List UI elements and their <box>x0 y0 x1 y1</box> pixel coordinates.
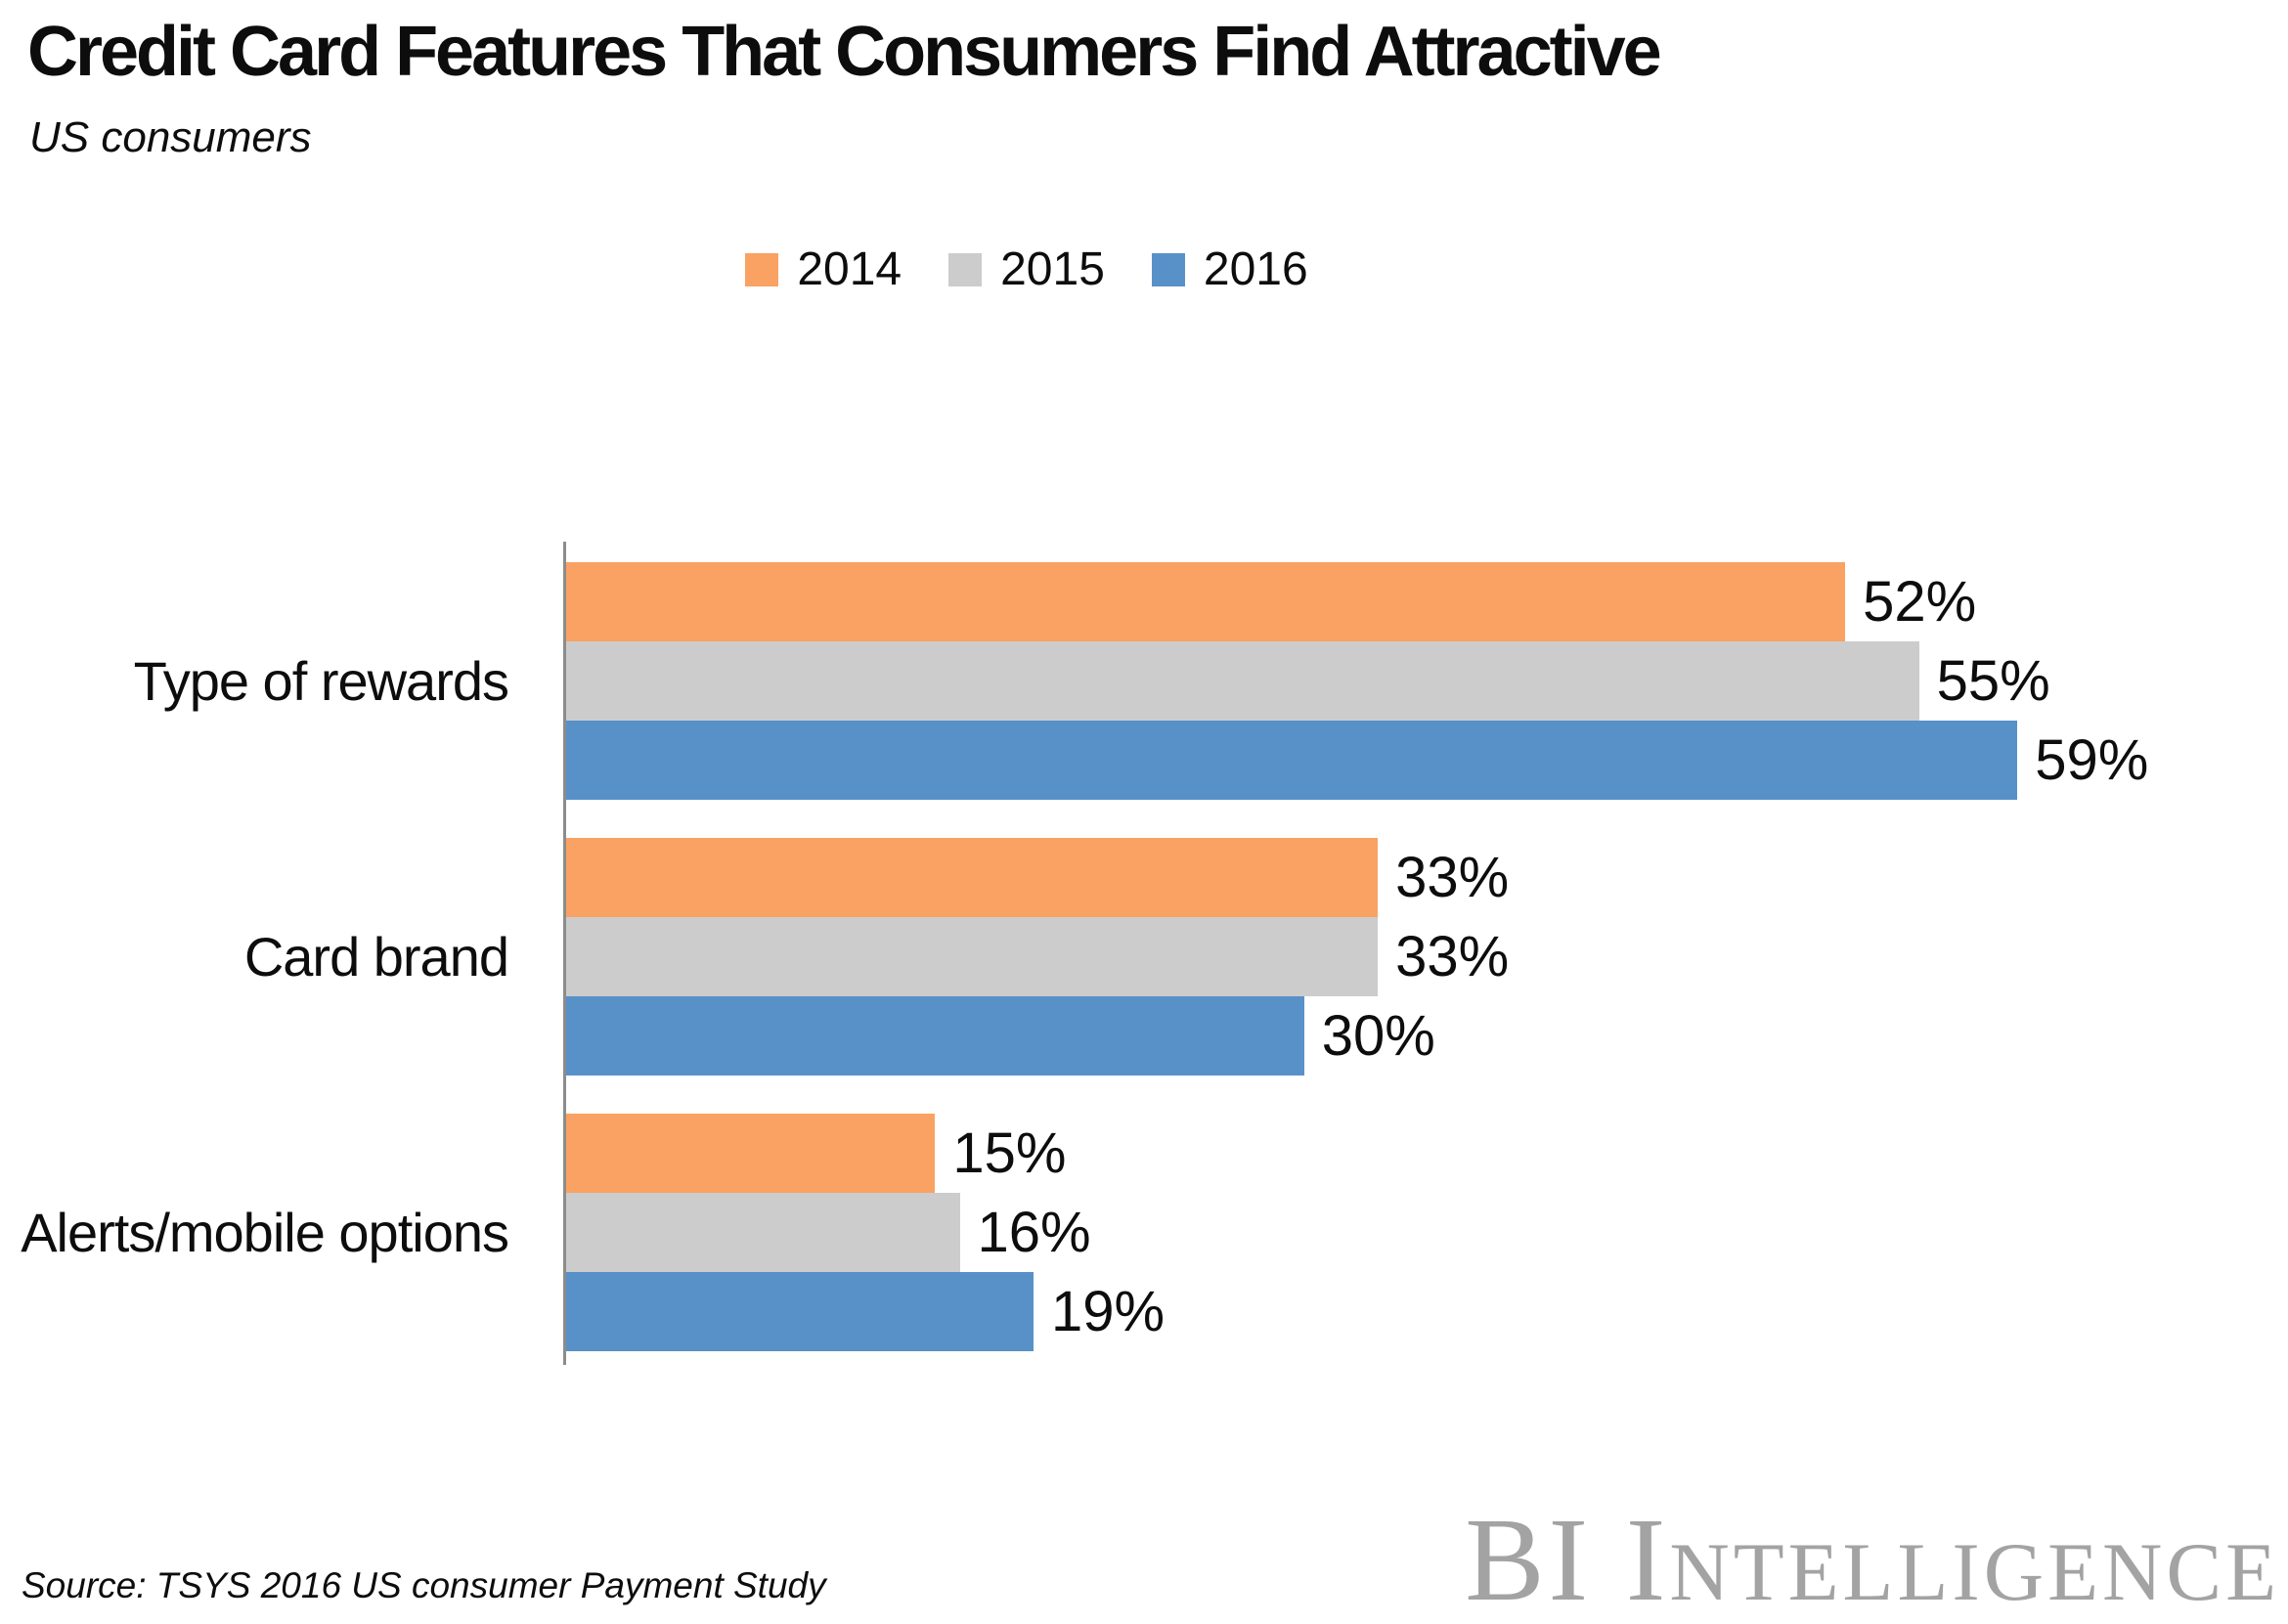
chart-group-type-of-rewards: Type of rewards 52% 55% 59% <box>0 562 2288 800</box>
bar-value-label-2014-card-brand: 33% <box>1395 845 1510 909</box>
bar-2015-card-brand <box>566 917 1379 996</box>
bar-stack-card-brand: 33% 33% 30% <box>563 838 2288 1075</box>
bar-value-label-2014-type-of-rewards: 52% <box>1863 569 1977 634</box>
chart-title: Credit Card Features That Consumers Find… <box>27 13 1662 91</box>
chart-groups: Type of rewards 52% 55% 59% Card brand 33% 33%… <box>0 562 2288 1351</box>
bar-row-2015-card-brand: 33% <box>566 917 2288 996</box>
bar-value-label-2016-alerts-mobile-options: 19% <box>1050 1279 1166 1343</box>
bar-2015-alerts-mobile-options <box>566 1193 960 1272</box>
category-label-alerts-mobile-options: Alerts/mobile options <box>21 1202 509 1263</box>
category-label-card-brand: Card brand <box>243 926 509 988</box>
bar-value-label-2015-type-of-rewards: 55% <box>1936 648 2050 713</box>
bar-value-label-2015-alerts-mobile-options: 16% <box>977 1200 1091 1264</box>
bar-value-label-2016-card-brand: 30% <box>1321 1003 1435 1068</box>
source-note: Source: TSYS 2016 US consumer Payment St… <box>22 1565 826 1605</box>
legend-label-2016: 2016 <box>1203 243 1308 295</box>
legend-swatch-2014 <box>745 253 779 286</box>
legend-item-2014: 2014 <box>745 246 902 293</box>
bar-stack-alerts-mobile-options: 15% 16% 19% <box>563 1114 2288 1351</box>
legend-swatch-2015 <box>948 253 983 286</box>
legend-swatch-2016 <box>1151 253 1185 286</box>
bar-row-2016-card-brand: 30% <box>566 996 2288 1075</box>
bar-2014-alerts-mobile-options <box>566 1114 936 1193</box>
legend-item-2016: 2016 <box>1151 243 1308 295</box>
bar-row-2014-card-brand: 33% <box>566 838 2288 917</box>
legend-label-2014: 2014 <box>797 243 902 295</box>
bar-value-label-2016-type-of-rewards: 59% <box>2035 727 2149 792</box>
legend: 2014 2015 2016 <box>0 246 2171 293</box>
bar-row-2016-alerts-mobile-options: 19% <box>566 1272 2288 1351</box>
category-label-type-of-rewards: Type of rewards <box>133 650 509 712</box>
bar-row-2015-alerts-mobile-options: 16% <box>566 1193 2288 1272</box>
legend-label-2015: 2015 <box>1000 243 1105 295</box>
bar-row-2014-alerts-mobile-options: 15% <box>566 1114 2288 1193</box>
bar-2014-type-of-rewards <box>566 562 1846 641</box>
bar-row-2014-type-of-rewards: 52% <box>566 562 2288 641</box>
bar-value-label-2014-alerts-mobile-options: 15% <box>952 1120 1067 1185</box>
bar-row-2016-type-of-rewards: 59% <box>566 721 2288 800</box>
bi-intelligence-logo: BI Intelligence <box>1465 1494 2280 1624</box>
bar-row-2015-type-of-rewards: 55% <box>566 641 2288 721</box>
bar-value-label-2015-card-brand: 33% <box>1395 924 1510 988</box>
bar-2016-alerts-mobile-options <box>566 1272 1034 1351</box>
y-axis-line <box>563 542 566 1365</box>
bar-chart: Type of rewards 52% 55% 59% Card brand 33% 33%… <box>0 542 2288 1365</box>
chart-group-card-brand: Card brand 33% 33% 30% <box>0 838 2288 1075</box>
bar-2016-card-brand <box>566 996 1304 1075</box>
bar-2015-type-of-rewards <box>566 641 1919 721</box>
chart-group-alerts-mobile-options: Alerts/mobile options 15% 16% 19% <box>0 1114 2288 1351</box>
bar-2014-card-brand <box>566 838 1379 917</box>
bar-2016-type-of-rewards <box>566 721 2018 800</box>
bar-stack-type-of-rewards: 52% 55% 59% <box>563 562 2288 800</box>
chart-subtitle: US consumers <box>29 113 312 161</box>
legend-item-2015: 2015 <box>948 246 1105 293</box>
